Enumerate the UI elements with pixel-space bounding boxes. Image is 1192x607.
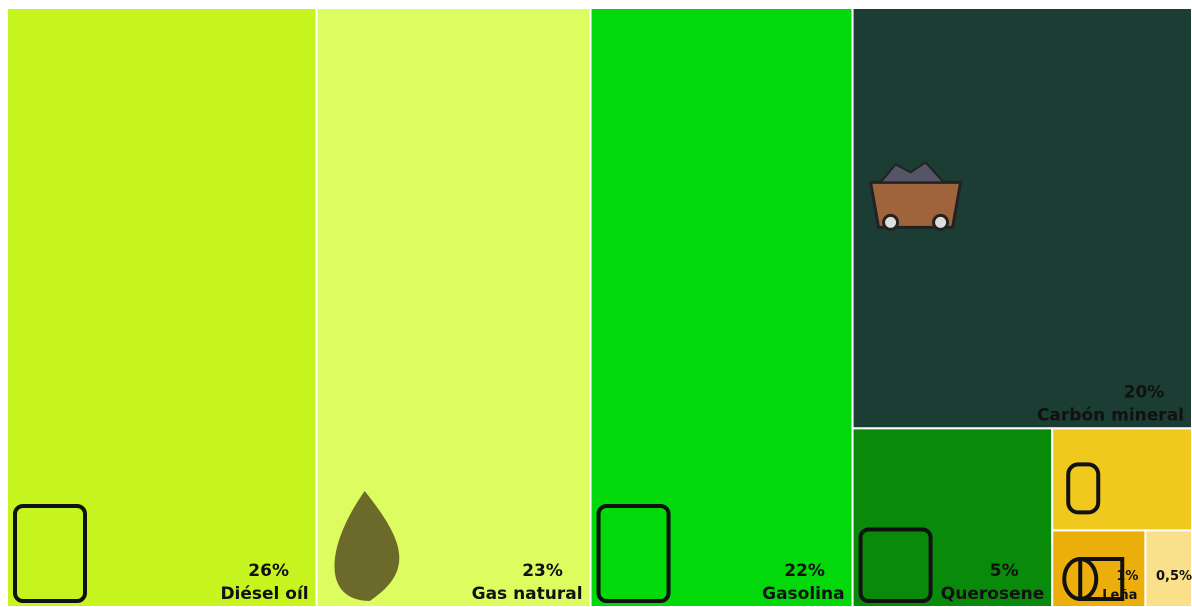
category-label: Gas natural: [472, 584, 583, 604]
icon: [1066, 462, 1101, 515]
value-label: 20%: [1124, 382, 1165, 402]
tile: [6, 7, 318, 607]
value-label: 22%: [784, 561, 825, 581]
icon: [1066, 462, 1101, 515]
icon: [334, 491, 400, 601]
icon: [932, 213, 950, 231]
category-label: Leña: [1102, 588, 1137, 603]
value-label: 23%: [522, 561, 563, 581]
icon: [596, 504, 671, 603]
tile: [589, 7, 854, 607]
category-label: Gasolina: [762, 584, 844, 604]
icon: [13, 504, 87, 603]
tile: [851, 427, 1054, 607]
icon: [1062, 557, 1125, 601]
icon: [13, 504, 87, 603]
icon: [334, 491, 400, 601]
icon: [1078, 557, 1125, 601]
value-label: 5%: [990, 561, 1019, 581]
value-label: 0,5%: [1156, 569, 1192, 584]
icon: [882, 213, 900, 231]
icon: [858, 527, 933, 603]
category-label: Carbón mineral: [1037, 405, 1184, 425]
icon: [858, 527, 933, 603]
icon: [596, 504, 671, 603]
value-label: 1%: [1116, 569, 1138, 584]
tile: [1051, 427, 1192, 532]
value-label: 26%: [248, 561, 289, 581]
category-label: Querosene: [941, 584, 1044, 604]
icon: [878, 161, 946, 184]
category-label: Diésel oíl: [220, 584, 308, 604]
